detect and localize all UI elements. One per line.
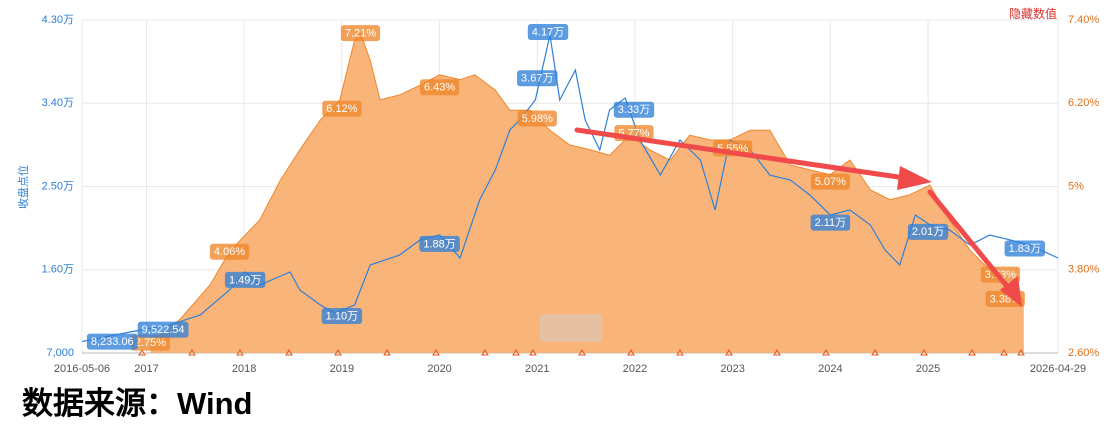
triangles: [138, 349, 1025, 356]
y-tick-label: 1.60万: [42, 264, 74, 276]
y2-tick-label: 2.60%: [1068, 347, 1099, 359]
y2-tick-label: 7.40%: [1068, 14, 1099, 26]
value-label-box: [517, 70, 558, 87]
value-label-box: [613, 101, 655, 118]
y-tick-label: 4.30万: [42, 14, 74, 26]
value-label: 1.88万: [423, 238, 455, 250]
x-tick-label: 2023: [720, 363, 744, 375]
value-label-box: [1004, 240, 1045, 257]
value-label: 2.75%: [135, 337, 166, 349]
value-label-box: [517, 110, 557, 127]
y-tick-label: 3.40万: [42, 97, 74, 109]
value-label-box: [810, 173, 850, 190]
value-label: 4.06%: [214, 246, 245, 258]
y2-tick-label: 3.80%: [1068, 264, 1099, 276]
value-label: 5.98%: [522, 113, 553, 125]
x-tick-label: 2020: [427, 363, 451, 375]
value-label-box: [224, 271, 266, 288]
arrow-shaft: [927, 189, 1013, 293]
value-label: 1.49万: [229, 274, 261, 286]
value-label: 6.43%: [424, 82, 455, 94]
value-label-box: [86, 333, 138, 350]
source-note: 数据来源：Wind: [22, 386, 252, 421]
event-markers: [138, 349, 1025, 356]
value-label: 5.07%: [815, 176, 846, 188]
arrows: [574, 127, 1022, 307]
y-tick-label: 7,000: [46, 347, 74, 359]
value-label: 4.17万: [532, 26, 564, 38]
value-label-box: [907, 223, 949, 240]
value-label-box: [527, 24, 569, 41]
arrow-head: [1000, 276, 1022, 307]
value-label-box: [340, 25, 381, 42]
arrow-head: [897, 166, 932, 190]
x-tick-label: 2017: [134, 363, 158, 375]
y2-tick-label: 6.20%: [1068, 97, 1099, 109]
value-label-box: [137, 321, 189, 338]
value-label-box: [322, 100, 362, 117]
value-label: 2.01万: [912, 226, 944, 238]
value-label: 7.21%: [345, 28, 376, 40]
y-tick-label: 2.50万: [42, 180, 74, 192]
x-tick-label: 2024: [818, 363, 842, 375]
value-label: 3.67万: [521, 73, 553, 85]
value-label: 8,233.06: [91, 336, 134, 348]
x-tick-label: 2018: [232, 363, 256, 375]
line: [81, 34, 1059, 343]
value-label: 6.12%: [326, 103, 357, 115]
value-label: 3.33万: [618, 104, 650, 116]
value-label: 1.83万: [1009, 243, 1041, 255]
arrow-shaft: [574, 127, 908, 181]
toggle-values[interactable]: 隐藏数值: [1009, 6, 1057, 21]
area: [150, 33, 1024, 354]
value-label: 2.11万: [815, 217, 847, 229]
value-label-box: [810, 214, 851, 231]
x-tick-label: 2019: [330, 363, 354, 375]
value-label-box: [209, 243, 250, 260]
x-tick-label: 2016-05-06: [54, 363, 110, 375]
value-label-box: [419, 79, 460, 96]
value-label: 9,522.54: [142, 324, 185, 336]
x-tick-label: 2022: [623, 363, 647, 375]
background-layer: 7,000 1.60万 2.50万 3.40万 4.30万 2.60% 3.80% 5% 6.2…: [42, 14, 1100, 375]
value-label-box: [130, 334, 170, 351]
marks-layer: [81, 32, 1059, 354]
value-label: 1.10万: [326, 310, 358, 322]
blur-patch: [540, 314, 602, 342]
x-tick-label: 2025: [916, 363, 940, 375]
x-tick-label: 2026-04-29: [1030, 363, 1086, 375]
value-label-box: [419, 235, 460, 252]
x-tick-label: 2021: [525, 363, 549, 375]
value-label-box: [321, 308, 363, 324]
y-axis-title: 收盘点位: [16, 165, 30, 209]
y2-tick-label: 5%: [1068, 180, 1084, 192]
